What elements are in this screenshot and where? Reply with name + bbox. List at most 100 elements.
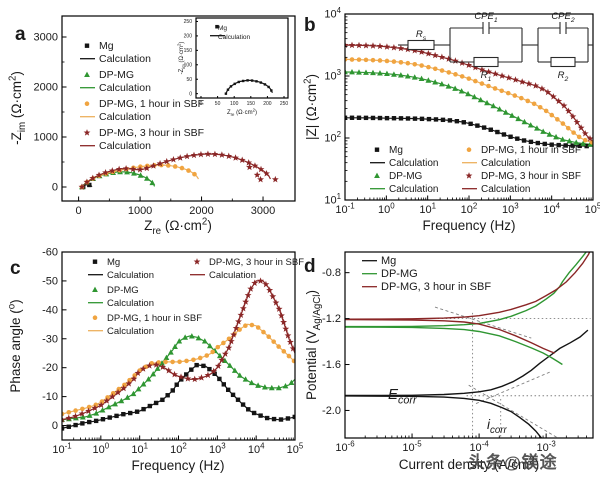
- svg-text:3000: 3000: [251, 205, 275, 217]
- svg-text:100: 100: [378, 202, 395, 216]
- svg-text:Calculation: Calculation: [99, 53, 151, 65]
- svg-text:105: 105: [585, 202, 600, 216]
- svg-text:104: 104: [248, 442, 265, 456]
- svg-text:100: 100: [93, 442, 110, 456]
- svg-text:101: 101: [324, 192, 341, 206]
- svg-text:103: 103: [324, 68, 341, 82]
- series-line-2: [345, 252, 588, 328]
- svg-text:150: 150: [184, 48, 193, 54]
- svg-text:100: 100: [230, 101, 239, 107]
- y-axis: 0 1000 2000 3000: [34, 32, 67, 194]
- svg-text:0: 0: [200, 101, 203, 107]
- svg-text:-50: -50: [42, 275, 58, 287]
- y-axis-label: -Zim (Ω·cm2): [177, 42, 186, 75]
- series-group: [78, 150, 279, 190]
- panel-b: 10-1 100 101 102 103 104 105 101 102 103 104 Freque…: [303, 6, 600, 233]
- svg-text:103: 103: [502, 202, 519, 216]
- panel-letter-a: a: [15, 24, 26, 45]
- x-axis-label: Zre (Ω·cm2): [227, 108, 257, 117]
- panel-a-inset: 0 50 100 150 200 250 0 50 100 150 200 250 Zre (Ω·cm2…: [177, 17, 289, 117]
- svg-text:-60: -60: [42, 247, 58, 259]
- svg-text:0: 0: [52, 420, 58, 432]
- x-axis: 0 1000 2000 3000: [76, 196, 275, 217]
- series-line-1: [225, 79, 273, 94]
- equivalent-circuit: [398, 22, 593, 68]
- y-axis: -0.8 -1.2 -1.6 -2.0: [322, 267, 350, 417]
- svg-text:Rs: Rs: [416, 29, 427, 42]
- svg-text:101: 101: [419, 202, 436, 216]
- svg-text:CPE2: CPE2: [551, 11, 575, 24]
- series-line-4: [345, 252, 591, 320]
- svg-text:0: 0: [52, 182, 58, 194]
- y-axis: -60 -50 -40 -30 -20 -10 0: [42, 247, 67, 432]
- svg-text:DP-MG, 1 hour in SBF: DP-MG, 1 hour in SBF: [99, 98, 204, 110]
- svg-text:150: 150: [247, 101, 256, 107]
- x-axis: 10-1 100 101 102 103 104 105: [335, 195, 600, 216]
- svg-text:DP-MG: DP-MG: [99, 69, 134, 81]
- svg-text:1000: 1000: [128, 205, 152, 217]
- svg-text:Calculation: Calculation: [99, 111, 151, 123]
- svg-text:DP-MG: DP-MG: [107, 285, 139, 296]
- svg-text:-30: -30: [42, 333, 58, 345]
- svg-text:0: 0: [189, 91, 192, 97]
- svg-text:-40: -40: [42, 304, 58, 316]
- x-axis: 10-6 10-5 10-4 10-3: [335, 433, 587, 454]
- svg-text:10-6: 10-6: [335, 440, 355, 454]
- svg-text:-1.6: -1.6: [322, 359, 341, 371]
- svg-text:Calculation: Calculation: [99, 82, 151, 94]
- svg-text:104: 104: [324, 6, 341, 20]
- svg-text:2000: 2000: [189, 205, 213, 217]
- svg-text:Calculation: Calculation: [481, 184, 530, 195]
- svg-text:Calculation: Calculation: [389, 184, 438, 195]
- svg-text:-10: -10: [42, 391, 58, 403]
- svg-text:10-1: 10-1: [335, 202, 355, 216]
- svg-text:DP-MG, 3 hour in SBF: DP-MG, 3 hour in SBF: [209, 257, 304, 268]
- series-group: [62, 277, 295, 431]
- y-axis-label: Phase angle (o): [7, 299, 23, 392]
- annotation: Ecorr: [388, 386, 417, 407]
- series-markers-2: [62, 333, 295, 423]
- series-line-3: [345, 326, 563, 366]
- svg-text:100: 100: [184, 62, 193, 68]
- svg-text:1000: 1000: [34, 132, 58, 144]
- svg-text:DP-MG, 3 hour in SBF: DP-MG, 3 hour in SBF: [99, 127, 204, 139]
- svg-text:Calculation: Calculation: [389, 158, 438, 169]
- series-markers-6: [78, 150, 279, 190]
- svg-text:10-5: 10-5: [402, 440, 422, 454]
- svg-text:Calculation: Calculation: [99, 140, 151, 152]
- series-markers-0: [345, 115, 589, 149]
- svg-text:101: 101: [131, 442, 148, 456]
- series-group: [345, 252, 591, 438]
- svg-text:50: 50: [186, 77, 192, 83]
- series-markers-4: [345, 57, 593, 145]
- panel-letter-b: b: [304, 15, 316, 36]
- x-axis: 0 50 100 150 200 250: [200, 96, 289, 107]
- x-axis: 10-1 100 101 102 103 104 105: [52, 435, 304, 456]
- watermark: 头条@镁途: [468, 453, 558, 472]
- svg-text:Calculation: Calculation: [107, 270, 154, 281]
- x-axis-label: Current density (A/cm2): [399, 456, 539, 472]
- svg-text:Calculation: Calculation: [209, 270, 256, 281]
- svg-text:104: 104: [543, 202, 560, 216]
- svg-text:3000: 3000: [34, 32, 58, 44]
- series-markers-0: [62, 362, 295, 431]
- svg-text:102: 102: [461, 202, 478, 216]
- svg-text:R1: R1: [481, 70, 492, 83]
- svg-text:10-1: 10-1: [52, 442, 72, 456]
- svg-text:102: 102: [324, 130, 341, 144]
- svg-text:-20: -20: [42, 362, 58, 374]
- series-line-0: [345, 329, 589, 397]
- annotation: icorr: [487, 417, 508, 436]
- svg-text:200: 200: [263, 101, 272, 107]
- svg-text:50: 50: [215, 101, 221, 107]
- panel-d: 10-6 10-5 10-4 10-3 -0.8 -1.2 -1.6 -2.0 Current …: [304, 251, 594, 472]
- svg-text:250: 250: [280, 101, 289, 107]
- svg-text:105: 105: [287, 442, 304, 456]
- panel-letter-d: d: [304, 256, 316, 277]
- y-axis-label: |Z| (Ω·cm2): [303, 74, 319, 140]
